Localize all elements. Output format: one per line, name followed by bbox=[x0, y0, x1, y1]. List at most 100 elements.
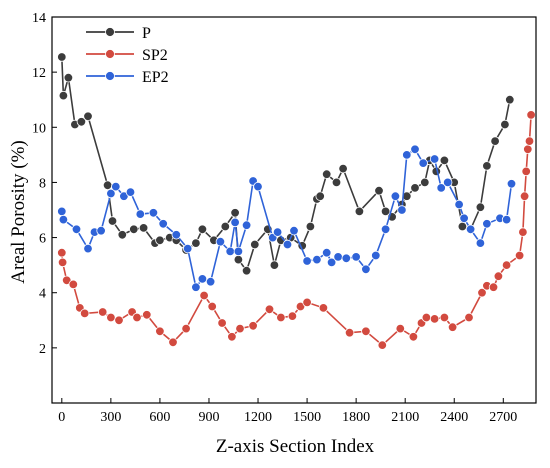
data-point bbox=[421, 312, 432, 323]
data-point bbox=[477, 288, 487, 298]
data-point bbox=[380, 224, 391, 235]
data-point bbox=[97, 307, 108, 317]
data-point bbox=[518, 227, 528, 237]
data-point bbox=[191, 282, 201, 292]
data-point bbox=[264, 304, 275, 315]
data-point bbox=[501, 214, 512, 225]
data-point bbox=[371, 250, 381, 261]
data-point bbox=[361, 326, 371, 337]
data-point bbox=[464, 312, 474, 323]
data-point bbox=[333, 252, 343, 262]
data-point bbox=[439, 155, 450, 166]
data-point bbox=[410, 144, 420, 155]
data-point bbox=[295, 301, 306, 312]
data-point bbox=[114, 315, 124, 326]
data-point bbox=[58, 90, 69, 101]
data-point bbox=[429, 154, 440, 164]
data-point bbox=[83, 111, 93, 122]
data-point bbox=[71, 224, 82, 235]
data-point bbox=[505, 94, 515, 105]
data-point bbox=[235, 323, 245, 334]
data-point bbox=[248, 321, 258, 331]
data-point bbox=[142, 310, 152, 320]
data-point bbox=[500, 119, 510, 130]
y-tick-label: 8 bbox=[39, 176, 46, 191]
data-point bbox=[490, 136, 500, 146]
data-point bbox=[361, 264, 371, 275]
data-point bbox=[318, 303, 329, 313]
data-point bbox=[526, 110, 536, 120]
data-point bbox=[61, 275, 72, 286]
data-point bbox=[138, 223, 149, 233]
data-point bbox=[410, 183, 420, 193]
data-point bbox=[344, 328, 355, 338]
legend-label: P bbox=[142, 25, 151, 42]
data-point bbox=[395, 323, 406, 334]
data-point bbox=[338, 163, 348, 174]
data-point bbox=[443, 177, 453, 188]
legend: P SP2 EP2 bbox=[86, 25, 169, 86]
legend-marker bbox=[105, 49, 115, 59]
data-point bbox=[148, 208, 159, 218]
data-point bbox=[289, 225, 299, 236]
data-point bbox=[390, 191, 401, 201]
data-point bbox=[420, 177, 430, 188]
legend-label: SP2 bbox=[142, 47, 168, 64]
x-tick-label: 1500 bbox=[293, 410, 321, 425]
data-point bbox=[197, 224, 208, 235]
data-point bbox=[217, 318, 227, 328]
data-point bbox=[250, 239, 260, 250]
data-point bbox=[322, 247, 332, 258]
data-point bbox=[225, 246, 235, 257]
data-point bbox=[521, 166, 531, 177]
data-point bbox=[408, 332, 419, 342]
data-point bbox=[241, 266, 252, 276]
data-point bbox=[351, 252, 361, 262]
data-point bbox=[132, 312, 142, 323]
data-point bbox=[269, 260, 280, 270]
data-point bbox=[117, 230, 128, 240]
data-point bbox=[506, 179, 517, 189]
data-point bbox=[315, 191, 325, 201]
data-point bbox=[199, 290, 209, 301]
y-tick-label: 2 bbox=[39, 342, 46, 357]
data-point bbox=[135, 209, 146, 219]
data-point bbox=[191, 238, 201, 248]
data-point bbox=[207, 301, 217, 312]
data-point bbox=[230, 208, 240, 218]
data-point bbox=[272, 227, 283, 237]
data-point bbox=[181, 323, 191, 334]
plot-frame bbox=[51, 16, 537, 404]
data-point bbox=[57, 206, 67, 217]
data-point bbox=[287, 311, 298, 321]
data-point bbox=[63, 72, 74, 83]
data-point bbox=[302, 297, 312, 308]
data-point bbox=[282, 239, 293, 250]
data-point bbox=[171, 230, 182, 240]
data-point bbox=[168, 337, 178, 348]
data-point bbox=[215, 236, 226, 247]
y-axis-title: Areal Porosity (%) bbox=[8, 140, 29, 284]
data-point bbox=[459, 213, 469, 224]
legend-marker bbox=[105, 71, 115, 81]
data-point bbox=[155, 235, 165, 246]
data-point bbox=[482, 219, 492, 229]
data-point bbox=[523, 144, 533, 155]
series-line bbox=[61, 148, 513, 290]
x-tick-label: 300 bbox=[100, 410, 121, 425]
x-tick-label: 2100 bbox=[391, 410, 419, 425]
y-tick-label: 4 bbox=[39, 287, 46, 302]
y-tick-label: 10 bbox=[32, 121, 46, 136]
data-point bbox=[83, 243, 93, 254]
y-tick-label: 6 bbox=[39, 232, 46, 247]
data-point bbox=[493, 271, 504, 281]
x-tick-label: 1800 bbox=[342, 410, 370, 425]
data-point bbox=[380, 206, 391, 217]
data-point bbox=[57, 247, 67, 258]
data-point bbox=[230, 217, 240, 228]
data-point bbox=[402, 150, 412, 160]
data-point bbox=[205, 277, 216, 287]
data-point bbox=[331, 177, 342, 188]
data-point bbox=[119, 191, 129, 201]
